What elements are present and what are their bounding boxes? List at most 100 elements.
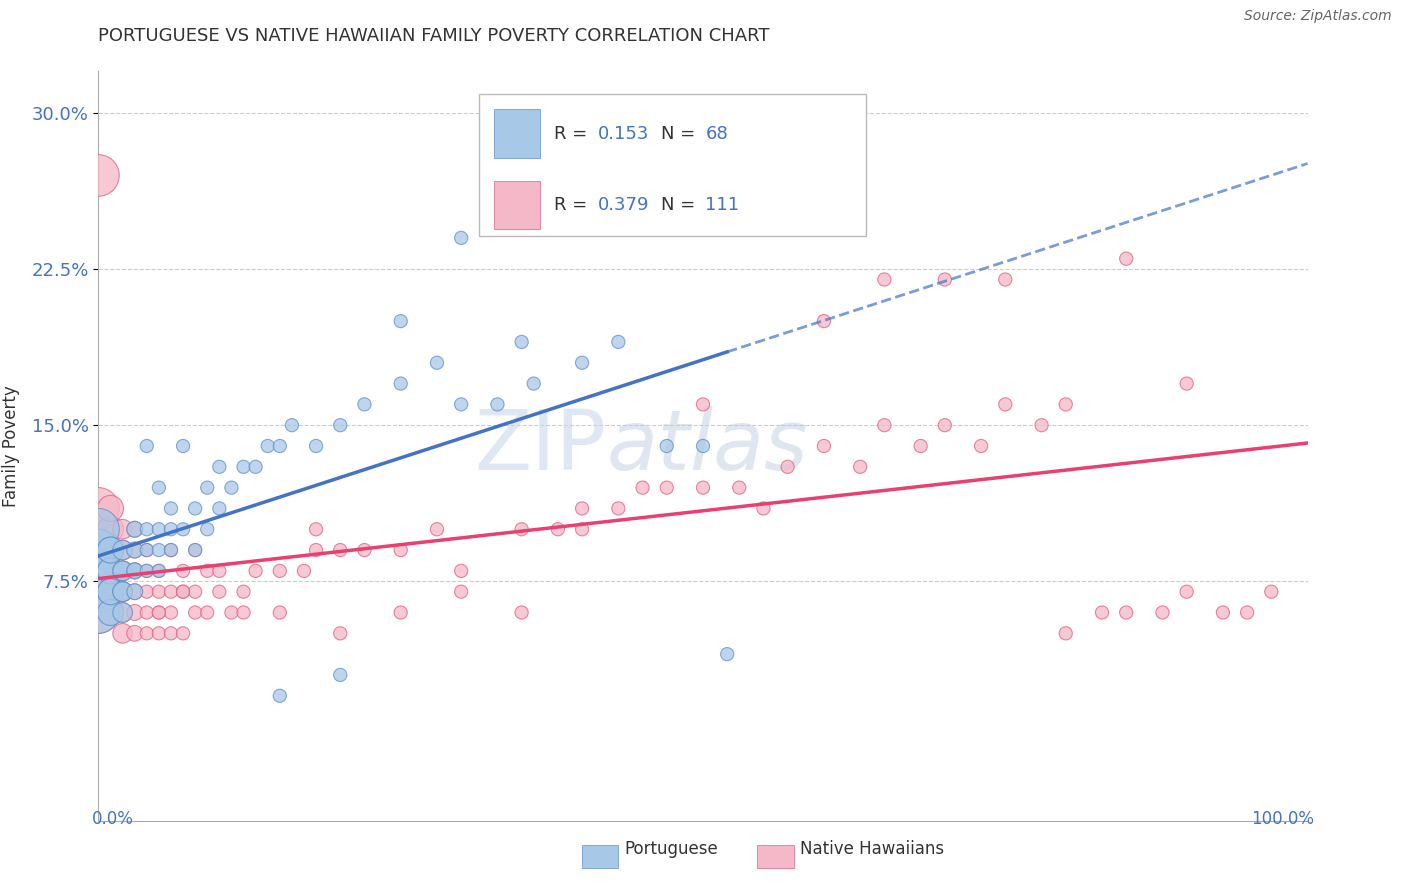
Point xyxy=(160,543,183,558)
Point xyxy=(100,584,122,599)
Text: 100.0%: 100.0% xyxy=(1250,810,1313,829)
Point xyxy=(1175,584,1198,599)
Point xyxy=(269,564,291,578)
Point xyxy=(752,501,775,516)
Point xyxy=(160,626,183,640)
Point xyxy=(184,543,207,558)
Point xyxy=(87,522,110,536)
Point xyxy=(148,564,170,578)
Point xyxy=(232,584,254,599)
Point xyxy=(172,584,194,599)
Point xyxy=(571,356,593,370)
Text: 0.153: 0.153 xyxy=(598,125,650,143)
Point xyxy=(148,584,170,599)
Point xyxy=(87,543,110,558)
Point xyxy=(87,584,110,599)
FancyBboxPatch shape xyxy=(494,110,540,158)
Point xyxy=(269,689,291,703)
Point xyxy=(450,397,472,411)
Point xyxy=(172,626,194,640)
Point xyxy=(87,564,110,578)
Point xyxy=(100,564,122,578)
Point xyxy=(269,439,291,453)
Point xyxy=(124,584,146,599)
Point xyxy=(172,564,194,578)
Point xyxy=(232,606,254,620)
Point xyxy=(692,481,714,495)
Text: N =: N = xyxy=(661,196,700,214)
Point xyxy=(87,169,110,183)
Point xyxy=(111,606,134,620)
Point xyxy=(631,481,654,495)
Point xyxy=(111,626,134,640)
Point xyxy=(135,564,157,578)
Point xyxy=(910,439,932,453)
Point xyxy=(111,564,134,578)
Point xyxy=(195,522,218,536)
Point xyxy=(87,564,110,578)
Point xyxy=(135,564,157,578)
Point xyxy=(111,564,134,578)
Point xyxy=(124,564,146,578)
Point xyxy=(124,626,146,640)
Point xyxy=(329,626,352,640)
Point xyxy=(87,606,110,620)
Text: PORTUGUESE VS NATIVE HAWAIIAN FAMILY POVERTY CORRELATION CHART: PORTUGUESE VS NATIVE HAWAIIAN FAMILY POV… xyxy=(98,27,770,45)
Point xyxy=(148,522,170,536)
Point xyxy=(160,522,183,536)
FancyBboxPatch shape xyxy=(479,94,866,236)
Point xyxy=(184,543,207,558)
Point xyxy=(329,668,352,682)
Point xyxy=(970,439,993,453)
Point xyxy=(135,626,157,640)
Point xyxy=(1212,606,1234,620)
Point xyxy=(111,584,134,599)
Point xyxy=(87,564,110,578)
Point xyxy=(111,543,134,558)
Point xyxy=(716,647,738,661)
Point xyxy=(1054,397,1077,411)
Point xyxy=(208,501,231,516)
Point xyxy=(776,459,799,474)
Point xyxy=(184,501,207,516)
Point xyxy=(100,543,122,558)
Point xyxy=(571,522,593,536)
Point xyxy=(1152,606,1174,620)
Point xyxy=(148,543,170,558)
Point xyxy=(124,564,146,578)
Point xyxy=(873,418,896,433)
Point xyxy=(87,543,110,558)
Point xyxy=(148,606,170,620)
Point xyxy=(148,481,170,495)
FancyBboxPatch shape xyxy=(494,180,540,229)
Point xyxy=(849,459,872,474)
Point xyxy=(1054,626,1077,640)
Point xyxy=(934,272,956,286)
Point xyxy=(111,584,134,599)
Point xyxy=(100,501,122,516)
Point xyxy=(510,606,533,620)
Text: atlas: atlas xyxy=(606,406,808,486)
Point xyxy=(1091,606,1114,620)
Point xyxy=(305,522,328,536)
Point xyxy=(148,564,170,578)
Point xyxy=(389,376,412,391)
Point xyxy=(87,543,110,558)
Point xyxy=(426,356,449,370)
Point xyxy=(87,522,110,536)
Point xyxy=(135,439,157,453)
Point xyxy=(1115,606,1137,620)
Point xyxy=(523,376,546,391)
Point xyxy=(160,584,183,599)
Point xyxy=(111,543,134,558)
Point xyxy=(426,522,449,536)
Text: N =: N = xyxy=(661,125,700,143)
Point xyxy=(100,606,122,620)
Text: R =: R = xyxy=(554,196,593,214)
Point xyxy=(100,564,122,578)
Point xyxy=(655,439,678,453)
Point xyxy=(329,418,352,433)
Point xyxy=(87,584,110,599)
Point xyxy=(873,272,896,286)
Point xyxy=(607,501,630,516)
